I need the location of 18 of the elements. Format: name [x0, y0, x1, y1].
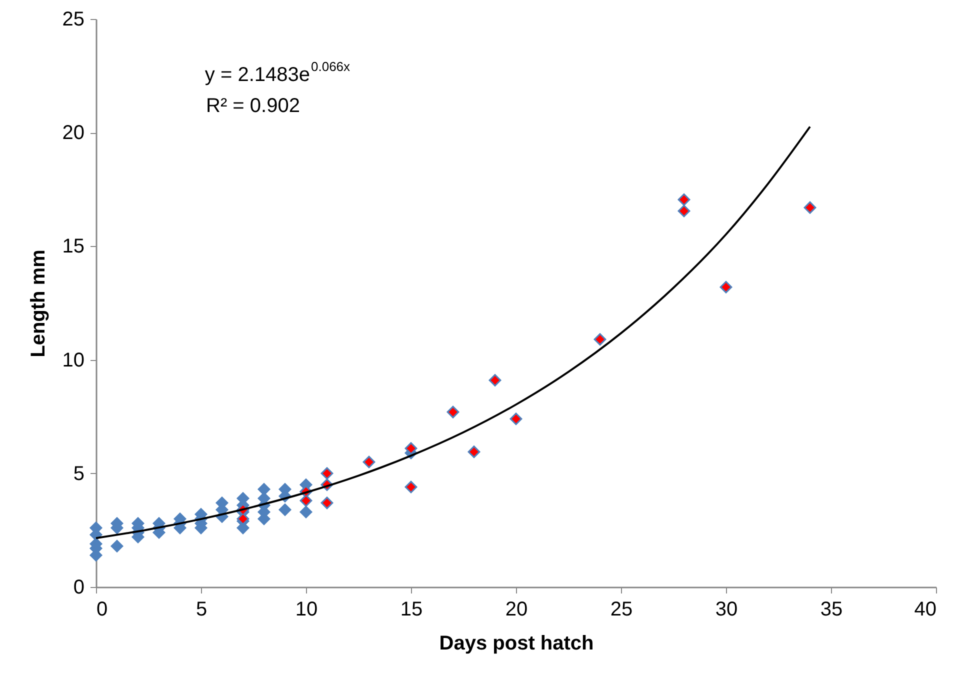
- y-tick-label: 20: [62, 122, 84, 144]
- y-tick-label: 0: [73, 576, 84, 598]
- y-tick-label: 10: [62, 349, 84, 372]
- y-axis-title: Length mm: [27, 250, 50, 358]
- y-tick-label: 15: [62, 236, 84, 258]
- x-tick-label: 30: [715, 598, 738, 620]
- y-tick-label: 25: [62, 8, 84, 30]
- x-tick-label: 35: [820, 598, 843, 620]
- x-tick-label: 0: [96, 598, 108, 620]
- x-tick-label: 20: [505, 598, 528, 620]
- x-tick-label: 25: [610, 598, 633, 620]
- annotation: R² = 0.902: [206, 95, 300, 117]
- x-tick-label: 15: [400, 598, 423, 620]
- x-axis-title: Days post hatch: [439, 632, 594, 654]
- y-tick-label: 5: [73, 462, 84, 485]
- x-tick-label: 5: [196, 598, 208, 620]
- x-tick-label: 40: [914, 598, 936, 620]
- x-tick-label: 10: [295, 598, 318, 620]
